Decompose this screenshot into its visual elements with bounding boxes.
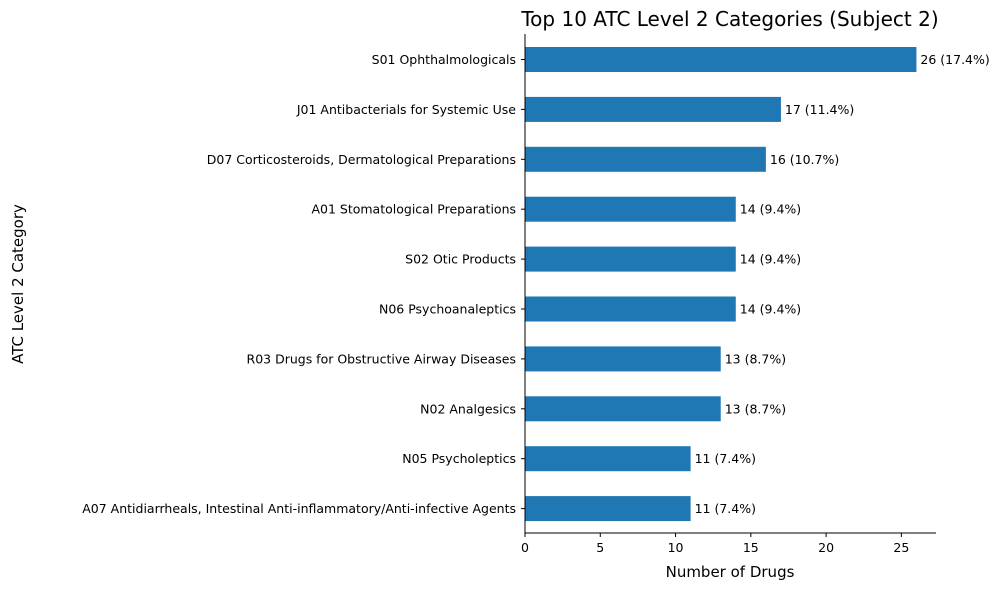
data-label: 11 (7.4%) <box>695 451 756 466</box>
bars-group <box>525 47 917 522</box>
y-tick-label: N05 Psycholeptics <box>402 451 516 466</box>
y-tick-label: J01 Antibacterials for Systemic Use <box>296 102 516 117</box>
y-axis-label: ATC Level 2 Category <box>9 204 27 364</box>
x-axis-label: Number of Drugs <box>666 563 795 581</box>
x-tick-label: 5 <box>596 540 604 555</box>
y-tick-label: N06 Psychoanaleptics <box>379 302 516 317</box>
x-axis-ticks: 0 5 10 15 20 25 <box>521 533 909 555</box>
bar <box>525 146 766 172</box>
bar <box>525 96 781 122</box>
data-label: 26 (17.4%) <box>920 52 989 67</box>
y-tick-label: N02 Analgesics <box>420 401 516 416</box>
bar <box>525 196 736 222</box>
data-label: 13 (8.7%) <box>725 401 786 416</box>
data-label: 17 (11.4%) <box>785 102 854 117</box>
y-tick-label: A07 Antidiarrheals, Intestinal Anti-infl… <box>82 501 516 516</box>
y-tick-label: S02 Otic Products <box>405 252 516 267</box>
bar <box>525 446 691 472</box>
bar <box>525 246 736 272</box>
x-tick-label: 25 <box>893 540 909 555</box>
bar <box>525 396 721 422</box>
bar <box>525 496 691 522</box>
data-label: 14 (9.4%) <box>740 202 801 217</box>
data-label: 13 (8.7%) <box>725 351 786 366</box>
x-tick-label: 0 <box>521 540 529 555</box>
bar <box>525 346 721 372</box>
y-tick-label: S01 Ophthalmologicals <box>372 52 516 67</box>
y-tick-label: R03 Drugs for Obstructive Airway Disease… <box>247 351 516 366</box>
data-labels-group: 26 (17.4%) 17 (11.4%) 16 (10.7%) 14 (9.4%) 1… <box>695 52 990 516</box>
y-axis-ticks: S01 Ophthalmologicals J01 Antibacterials … <box>82 52 525 516</box>
data-label: 14 (9.4%) <box>740 252 801 267</box>
data-label: 14 (9.4%) <box>740 302 801 317</box>
y-tick-label: A01 Stomatological Preparations <box>311 202 516 217</box>
x-tick-label: 10 <box>668 540 684 555</box>
bar <box>525 47 917 72</box>
x-tick-label: 15 <box>743 540 759 555</box>
x-tick-label: 20 <box>818 540 834 555</box>
data-label: 16 (10.7%) <box>770 152 839 167</box>
chart-title: Top 10 ATC Level 2 Categories (Subject 2… <box>520 7 938 31</box>
bar <box>525 296 736 322</box>
data-label: 11 (7.4%) <box>695 501 756 516</box>
y-tick-label: D07 Corticosteroids, Dermatological Prep… <box>207 152 516 167</box>
